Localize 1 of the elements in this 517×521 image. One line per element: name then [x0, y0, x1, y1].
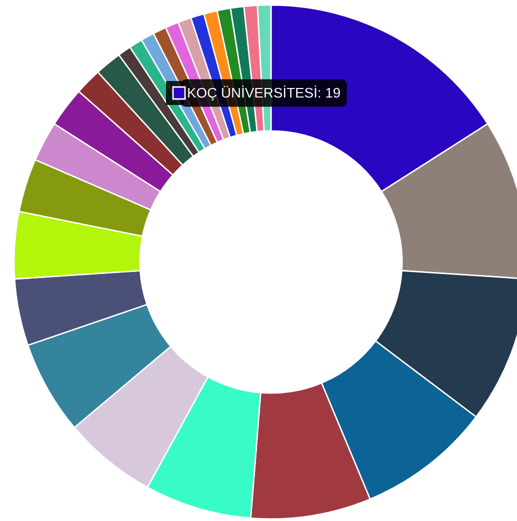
legend-label: KOÇ ÜNİVERSİTESİ: 19: [188, 86, 340, 100]
